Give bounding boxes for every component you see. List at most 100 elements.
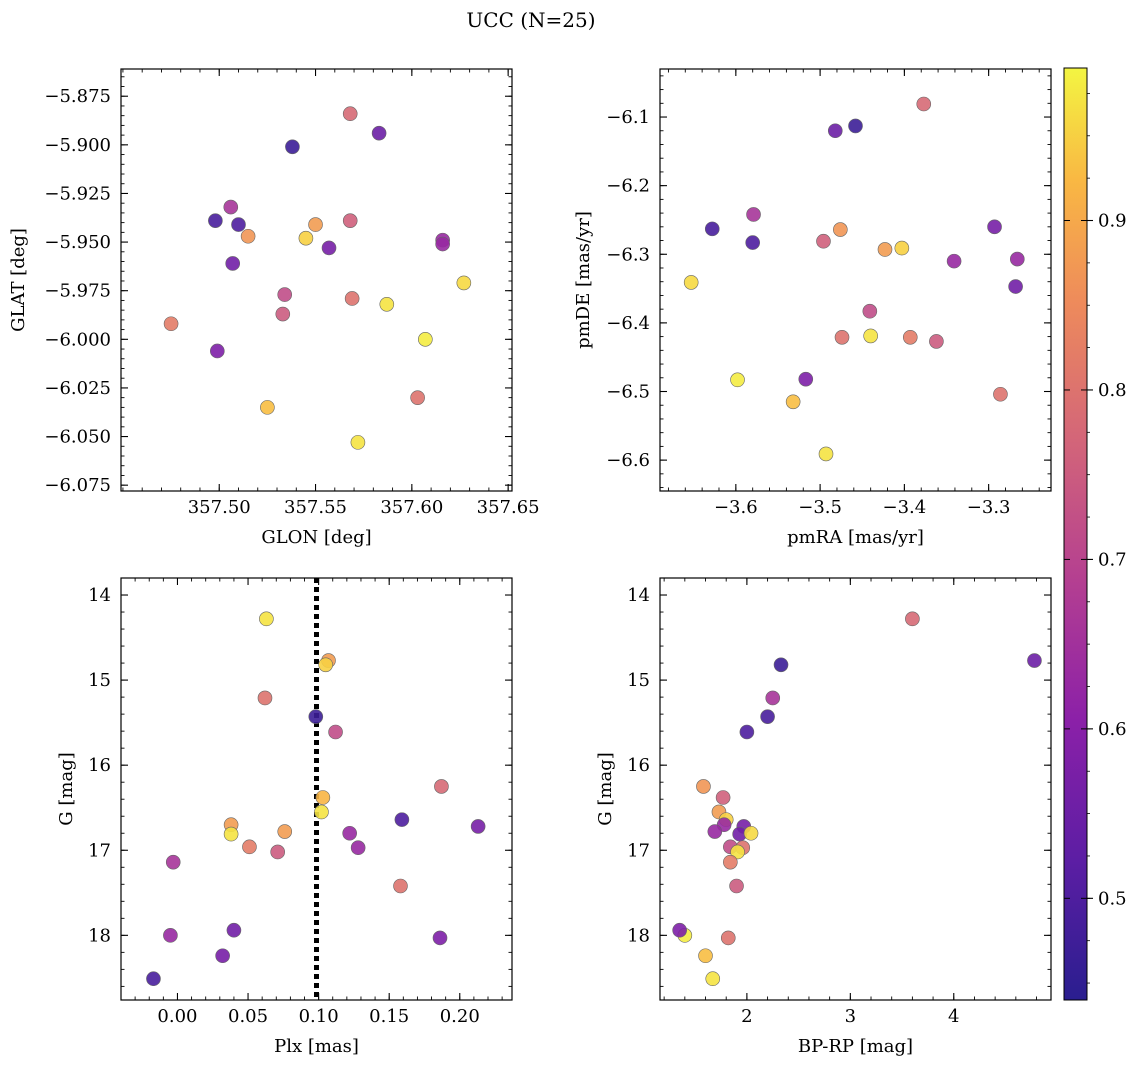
- data-point: [760, 709, 775, 724]
- data-point: [394, 812, 410, 827]
- data-point: [393, 878, 408, 894]
- y-tick-label: −5.925: [44, 183, 111, 204]
- data-point: [240, 228, 256, 244]
- data-point: [371, 125, 387, 141]
- data-point: [410, 390, 425, 405]
- y-axis-label: G [mag]: [56, 752, 77, 825]
- axes-frame: [120, 68, 513, 492]
- data-point: [730, 372, 745, 388]
- data-point: [1009, 251, 1025, 267]
- y-tick-label: 17: [88, 840, 111, 861]
- data-point: [745, 235, 760, 250]
- data-point: [344, 291, 360, 306]
- data-point: [432, 930, 448, 946]
- y-tick-label: −6.5: [606, 382, 650, 403]
- data-point: [270, 844, 285, 860]
- data-point: [862, 303, 878, 319]
- y-tick-label: −6.025: [44, 378, 111, 399]
- y-tick-label: −6.6: [606, 450, 650, 471]
- data-point: [827, 123, 843, 139]
- y-tick-label: 18: [88, 925, 111, 946]
- data-point: [226, 922, 242, 938]
- colorbar: 0.5 0.6 0.7 0.8 0.9: [1063, 67, 1127, 1001]
- figure-title: UCC (N=25): [466, 8, 595, 32]
- panel-plx-g: 0.00 0.05 0.10 0.15 0.20 14 15 16 17 18 Plx [mas] G…: [56, 577, 513, 1057]
- data-point: [739, 724, 755, 740]
- y-tick-label: 16: [627, 755, 650, 776]
- data-point: [743, 825, 759, 841]
- data-point: [285, 139, 300, 155]
- panel-bprp-g: 2 3 4 14 15 16 17 18 BP-RP [mag] G [mag]: [595, 577, 1052, 1057]
- data-point: [328, 724, 343, 740]
- data-point: [350, 435, 366, 450]
- y-tick-label: 15: [627, 670, 650, 691]
- colorbar-tick-label: 0.8: [1098, 380, 1127, 401]
- x-tick-label: 0.20: [440, 1006, 480, 1027]
- y-tick-label: −5.900: [44, 135, 111, 156]
- data-point: [146, 971, 161, 987]
- y-tick-label: 15: [88, 670, 111, 691]
- data-point: [848, 118, 863, 134]
- x-tick-label: −3.3: [967, 497, 1011, 518]
- x-tick-label: 0.05: [228, 1006, 268, 1027]
- data-point: [350, 840, 366, 856]
- data-point: [163, 316, 179, 332]
- data-point: [683, 275, 699, 290]
- data-point: [1008, 279, 1023, 294]
- x-tick-label: 357.60: [380, 497, 443, 518]
- data-point: [321, 240, 337, 256]
- x-tick-label: 0.00: [157, 1006, 197, 1027]
- data-point: [720, 930, 736, 946]
- data-point: [729, 878, 744, 894]
- colorbar-tick-label: 0.9: [1098, 211, 1127, 232]
- y-tick-label: −5.875: [44, 86, 111, 107]
- data-point: [715, 790, 731, 805]
- data-point: [916, 96, 932, 112]
- y-tick-label: −5.975: [44, 281, 111, 302]
- data-point: [342, 213, 358, 228]
- x-tick-label: 0.10: [299, 1006, 339, 1027]
- data-point: [223, 826, 239, 842]
- x-tick-label: −3.6: [714, 497, 758, 518]
- y-tick-label: 18: [627, 925, 650, 946]
- colorbar-gradient: [1063, 67, 1088, 1001]
- y-axis-label: pmDE [mas/yr]: [573, 211, 594, 349]
- y-tick-label: −6.000: [44, 329, 111, 350]
- data-points: [163, 106, 472, 450]
- data-point: [435, 236, 450, 252]
- data-point: [277, 824, 293, 839]
- data-point: [260, 400, 275, 415]
- data-point: [707, 824, 723, 839]
- x-tick-label: −3.4: [883, 497, 927, 518]
- x-tick-label: 0.15: [369, 1006, 409, 1027]
- y-tick-label: 14: [627, 585, 650, 606]
- data-point: [672, 922, 687, 938]
- x-tick-label: 3: [845, 1006, 856, 1027]
- data-point: [242, 839, 257, 855]
- x-tick-label: −3.5: [798, 497, 842, 518]
- colorbar-tick-label: 0.7: [1098, 549, 1127, 570]
- data-point: [223, 199, 239, 215]
- y-axis-label: GLAT [deg]: [8, 228, 29, 332]
- data-point: [773, 657, 789, 673]
- colorbar-ticks: 0.5 0.6 0.7 0.8 0.9: [1064, 93, 1127, 984]
- data-point: [785, 394, 801, 410]
- data-point: [318, 657, 333, 673]
- data-points: [146, 611, 486, 987]
- data-point: [698, 948, 713, 964]
- panel-glon-glat: 357.50 357.55 357.60 357.65 −5.875 −5.900 −5.9…: [8, 68, 540, 548]
- data-point: [342, 825, 357, 841]
- data-point: [434, 779, 449, 794]
- data-point: [834, 329, 850, 345]
- data-point: [210, 343, 225, 359]
- y-tick-label: −6.050: [44, 427, 111, 448]
- x-axis-label: pmRA [mas/yr]: [787, 527, 924, 548]
- data-point: [1027, 653, 1042, 668]
- data-point: [165, 854, 181, 870]
- data-point: [863, 328, 878, 344]
- data-point: [765, 690, 781, 706]
- data-point: [275, 306, 291, 322]
- panel-pmra-pmde: −3.6 −3.5 −3.4 −3.3 −6.1 −6.2 −6.3 −6.4 −6.5 −6.6…: [573, 68, 1052, 548]
- y-tick-label: 17: [627, 840, 650, 861]
